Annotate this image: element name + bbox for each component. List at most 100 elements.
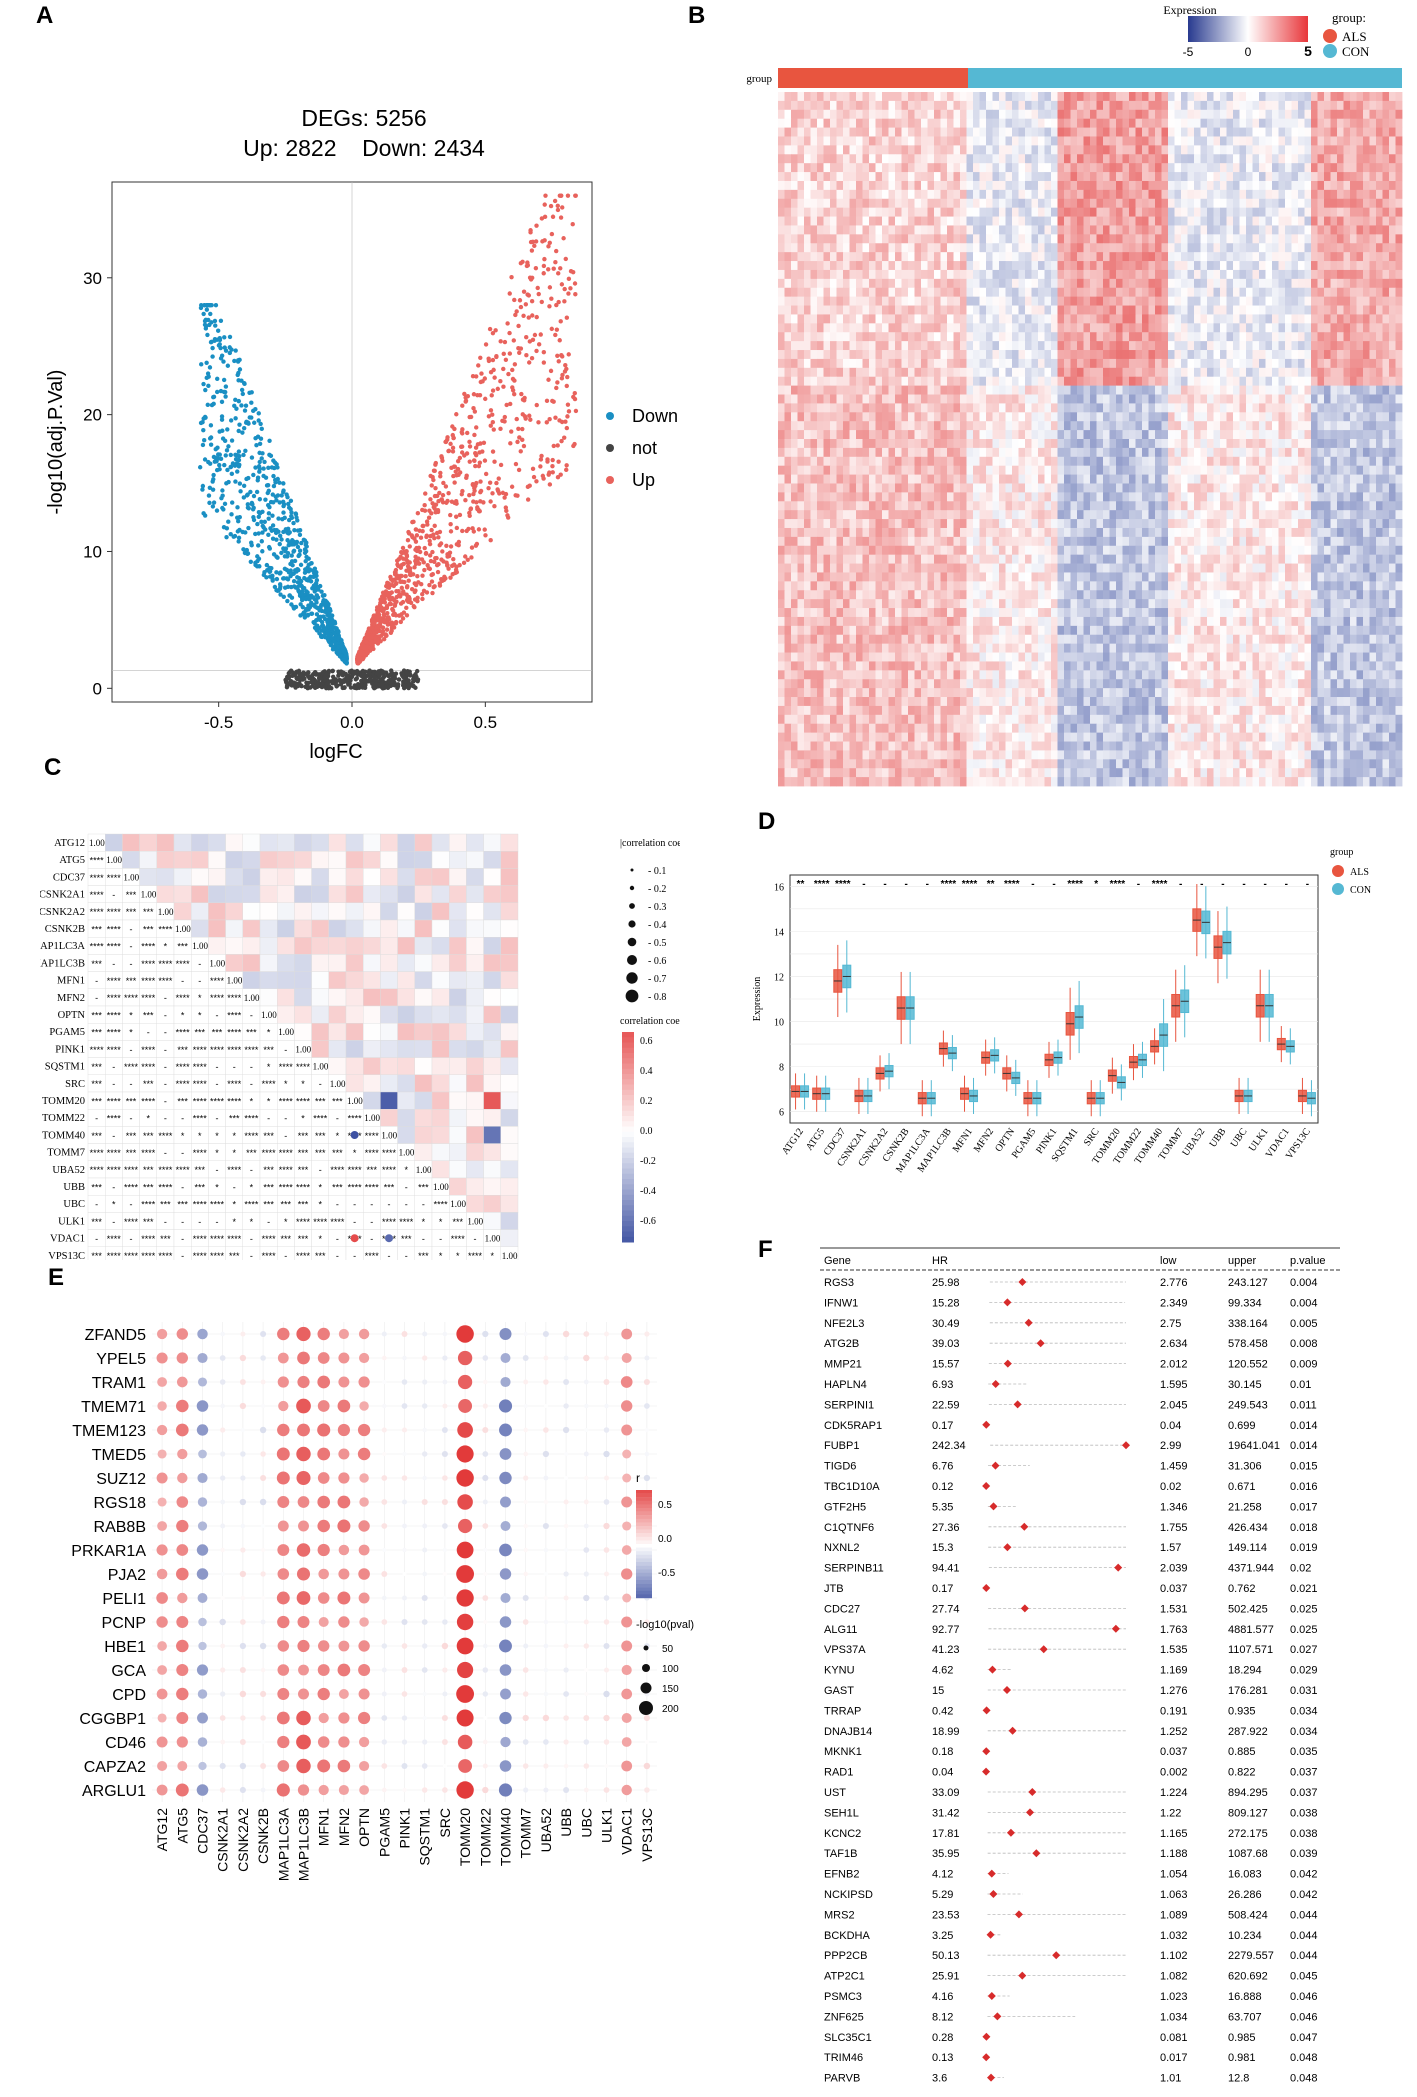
heatmap-cell xyxy=(804,154,811,164)
heatmap-cell xyxy=(992,100,1000,111)
heatmap-cell xyxy=(1291,109,1299,120)
heatmap-cell xyxy=(934,252,941,262)
heatmap-cell xyxy=(1161,323,1169,333)
heatmap-cell xyxy=(1057,163,1065,173)
heatmap-cell xyxy=(966,163,974,173)
heatmap-cell xyxy=(979,154,987,164)
heatmap-cell xyxy=(999,243,1006,253)
heatmap-cell xyxy=(862,207,870,217)
volcano-point-down xyxy=(242,408,248,413)
volcano-point-down xyxy=(284,492,289,497)
volcano-point-down xyxy=(282,515,287,521)
volcano-point-up xyxy=(530,466,536,472)
volcano-point-up xyxy=(517,350,522,355)
heatmap-cell xyxy=(1012,305,1019,315)
heatmap-cell xyxy=(1343,198,1351,209)
heatmap-cell xyxy=(1278,198,1286,209)
heatmap-cell xyxy=(1337,189,1344,200)
heatmap-cell xyxy=(1103,118,1110,128)
heatmap-cell xyxy=(1239,163,1247,173)
volcano-point-down xyxy=(224,534,229,540)
heatmap-cell xyxy=(1122,198,1130,209)
volcano-point-up xyxy=(477,392,483,398)
heatmap-cell xyxy=(1311,109,1318,120)
heatmap-cell xyxy=(1272,234,1279,244)
heatmap-cell xyxy=(999,198,1006,209)
heatmap-cell xyxy=(1376,323,1383,333)
heatmap-cell xyxy=(1083,332,1091,342)
heatmap-cell xyxy=(1129,198,1136,209)
heatmap-cell xyxy=(1057,136,1065,146)
heatmap-cell xyxy=(1389,323,1396,333)
volcano-point-up xyxy=(518,449,523,454)
heatmap-cell xyxy=(1220,305,1227,315)
volcano-point-down xyxy=(327,614,332,620)
heatmap-cell xyxy=(1109,234,1117,244)
heatmap-cell xyxy=(1005,172,1013,182)
heatmap-cell xyxy=(1226,172,1234,182)
heatmap-cell xyxy=(908,216,915,226)
heatmap-cell xyxy=(1226,180,1234,191)
heatmap-cell xyxy=(817,198,824,209)
heatmap-cell xyxy=(1122,136,1130,146)
heatmap-cell xyxy=(1116,243,1123,253)
heatmap-cell xyxy=(1070,269,1078,280)
heatmap-cell xyxy=(1083,118,1091,128)
volcano-point-up xyxy=(558,215,564,220)
heatmap-cell xyxy=(1265,189,1273,200)
heatmap-cell xyxy=(953,261,961,271)
heatmap-cell xyxy=(1122,305,1130,315)
heatmap-cell xyxy=(862,118,870,128)
heatmap-cell xyxy=(1083,172,1091,182)
heatmap-cell xyxy=(1291,296,1299,306)
volcano-point-up xyxy=(451,473,456,479)
heatmap-cell xyxy=(1070,225,1078,235)
heatmap-cell xyxy=(797,100,805,111)
heatmap-cell xyxy=(778,180,785,191)
heatmap-cell xyxy=(823,172,831,182)
heatmap-cell xyxy=(999,323,1006,333)
heatmap-cell xyxy=(1129,225,1136,235)
heatmap-cell xyxy=(817,305,824,315)
heatmap-cell xyxy=(1226,314,1234,324)
heatmap-cell xyxy=(1363,234,1370,244)
heatmap-cell xyxy=(908,118,915,128)
heatmap-cell xyxy=(1356,145,1364,155)
heatmap-cell xyxy=(843,261,850,271)
heatmap-cell xyxy=(934,92,941,102)
heatmap-cell xyxy=(1103,332,1110,342)
heatmap-cell xyxy=(934,145,941,155)
heatmap-cell xyxy=(1070,154,1078,164)
volcano-point-up xyxy=(445,435,450,440)
volcano-point-up xyxy=(464,451,470,456)
volcano-point-down xyxy=(215,376,220,382)
volcano-point-up xyxy=(508,401,513,407)
heatmap-cell xyxy=(947,109,954,120)
heatmap-cell xyxy=(1129,269,1136,280)
heatmap-cell xyxy=(1122,100,1130,111)
heatmap-cell xyxy=(1174,180,1182,191)
heatmap-cell xyxy=(927,145,935,155)
volcano-point-up xyxy=(474,425,479,430)
volcano-point-up xyxy=(382,600,388,605)
volcano-point-up xyxy=(440,493,446,498)
heatmap-cell xyxy=(1122,296,1130,306)
heatmap-cell xyxy=(1025,92,1032,102)
heatmap-cell xyxy=(1187,180,1195,191)
heatmap-cell xyxy=(1337,252,1344,262)
volcano-point-up xyxy=(451,556,456,562)
heatmap-cell xyxy=(1330,261,1338,271)
volcano-point-up xyxy=(515,439,520,445)
heatmap-cell xyxy=(843,180,850,191)
heatmap-cell xyxy=(1226,269,1234,280)
heatmap-cell xyxy=(1070,278,1078,289)
heatmap-cell xyxy=(1083,154,1091,164)
heatmap-cell xyxy=(1356,118,1364,128)
heatmap-cell xyxy=(1103,100,1110,111)
heatmap-cell xyxy=(1051,172,1058,182)
heatmap-cell xyxy=(1311,118,1318,128)
heatmap-cell xyxy=(1382,145,1390,155)
heatmap-cell xyxy=(1246,243,1253,253)
volcano-point-up xyxy=(562,286,567,292)
heatmap-cell xyxy=(791,269,798,280)
